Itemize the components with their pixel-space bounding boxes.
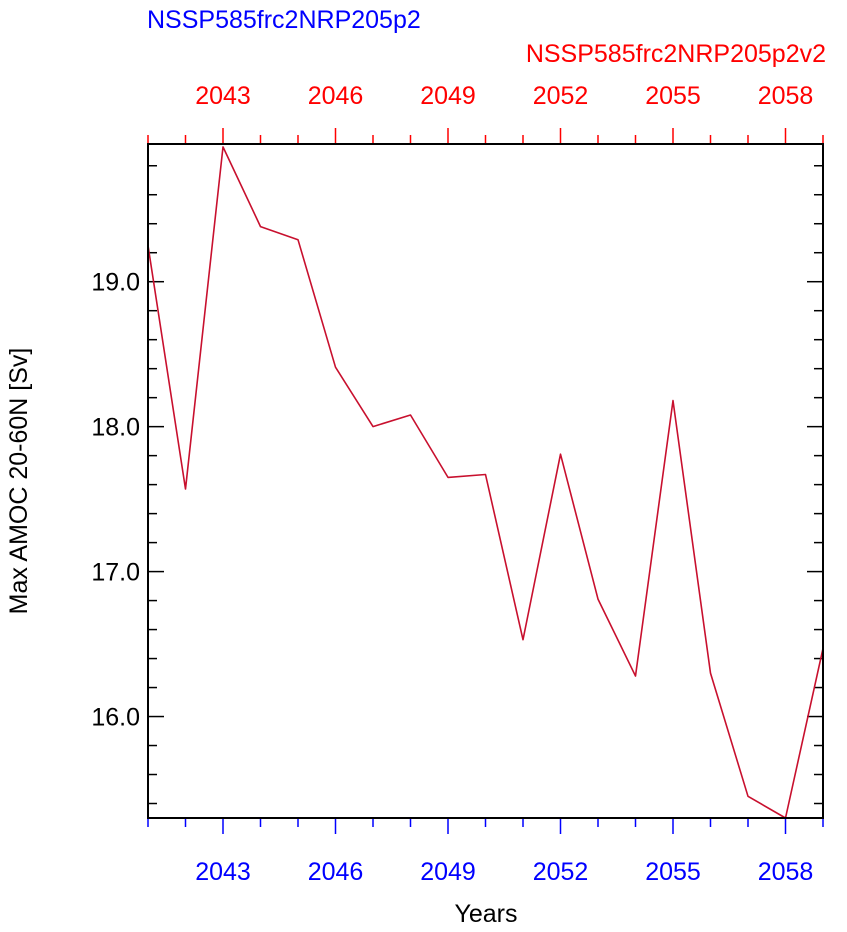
x-tick-label-bottom: 2049: [420, 858, 476, 886]
y-axis-label: Max AMOC 20-60N [Sv]: [5, 348, 33, 615]
y-tick-label: 17.0: [91, 559, 140, 587]
x-tick-label-top: 2052: [533, 82, 589, 110]
x-tick-label-top: 2049: [420, 82, 476, 110]
x-tick-label-bottom: 2046: [308, 858, 364, 886]
x-tick-label-top: 2046: [308, 82, 364, 110]
title-right: NSSP585frc2NRP205p2v2: [526, 40, 826, 68]
x-tick-label-bottom: 2052: [533, 858, 589, 886]
plot-frame: [147, 143, 824, 819]
y-tick-label: 16.0: [91, 704, 140, 732]
x-tick-label-top: 2058: [758, 82, 814, 110]
axis-ticks: [147, 128, 824, 834]
x-tick-label-bottom: 2043: [195, 858, 251, 886]
title-left: NSSP585frc2NRP205p2: [147, 6, 421, 34]
y-tick-label: 18.0: [91, 414, 140, 442]
y-tick-label: 19.0: [91, 269, 140, 297]
x-tick-label-bottom: 2058: [758, 858, 814, 886]
x-tick-label-top: 2055: [645, 82, 701, 110]
series-line: [147, 146, 824, 819]
axis-tick-labels: 2043 2043 2046 2046 2049 2049 2052 2052 2055 2055…: [91, 82, 813, 886]
x-tick-label-top: 2043: [195, 82, 251, 110]
x-axis-label: Years: [454, 900, 517, 928]
x-tick-label-bottom: 2055: [645, 858, 701, 886]
